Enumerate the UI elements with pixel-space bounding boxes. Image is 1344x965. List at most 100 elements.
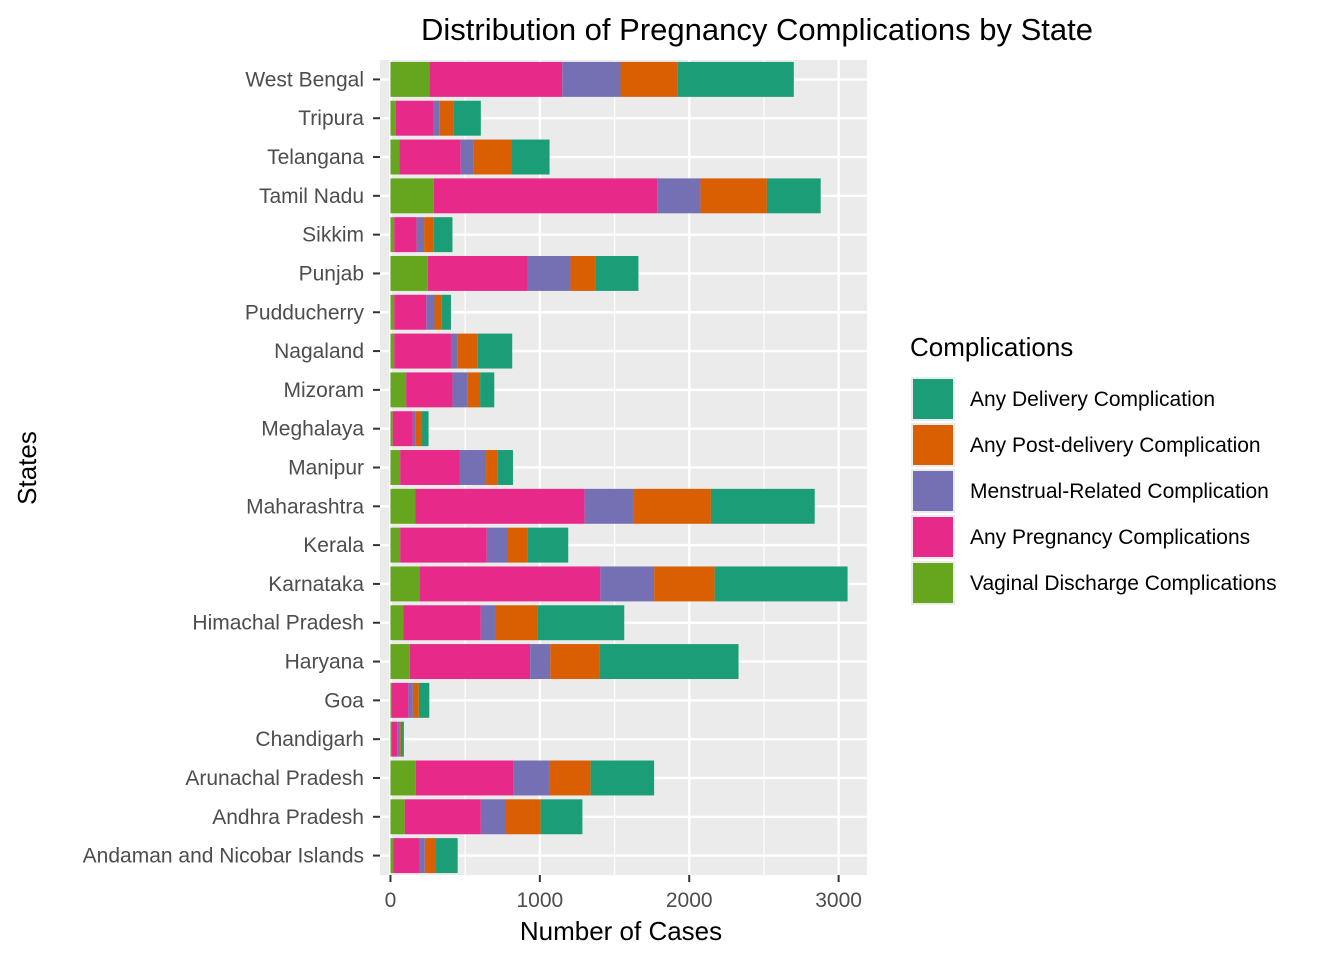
bar-segment [415,411,422,447]
bar-segment [511,139,550,175]
bar-segment [390,139,400,175]
legend-label: Menstrual-Related Complication [970,480,1269,503]
y-tick-label: Telangana [267,146,364,169]
bar-segment [419,566,601,602]
bar-segment [404,799,481,835]
bar-segment [390,450,401,485]
bar-segment [480,372,495,408]
bar-segment [657,178,701,214]
bar-segment [421,411,429,447]
bar-segment [393,838,420,874]
bar-segment [397,721,400,757]
bar-segment [513,760,550,796]
legend-swatch [913,517,953,557]
bar-segment [677,61,794,97]
bar-segment [550,644,600,680]
y-tick-label: Himachal Pradesh [192,612,364,635]
bar-segment [497,450,513,485]
legend-swatch [913,471,953,511]
y-tick-label: Arunachal Pradesh [185,767,364,790]
bar-segment [600,566,655,602]
bar-segment [452,372,468,408]
y-tick-label: Maharashtra [246,495,364,518]
bar-segment [399,139,461,175]
bar-segment [406,372,453,408]
legend-title: Complications [910,332,1073,362]
legend-label: Vaginal Discharge Complications [970,572,1277,595]
bar-segment [620,61,678,97]
bar-segment [427,255,528,291]
bar-segment [590,760,655,796]
bar-segment [700,178,767,214]
bar-segment [654,566,715,602]
bar-segment [584,488,634,524]
bar-segment [391,682,409,718]
bar-segment [390,566,420,602]
y-tick-label: Tripura [298,107,364,130]
bar-segment [390,488,416,524]
bar-segment [390,838,394,874]
bar-segment [633,488,711,524]
legend-label: Any Post-delivery Complication [970,434,1261,457]
bar-segment [408,682,413,718]
bar-segment [390,799,405,835]
y-tick-label: Mizoram [283,379,364,402]
bar-segment [416,217,425,253]
bar-segment [409,644,531,680]
bar-segment [549,760,591,796]
bar-segment [433,178,658,214]
bar-segment [486,450,498,485]
bar-segment [495,605,538,641]
bar-segment [412,682,419,718]
bar-segment [457,333,478,369]
y-axis-label: States [12,431,42,505]
bar-segment [436,838,458,874]
x-axis: 0 1000 2000 3000 [385,875,862,912]
bar-segment [429,61,563,97]
x-tick-label: 2000 [666,889,713,912]
bar-segment [540,799,583,835]
bar-segment [390,721,392,757]
bar-segment [390,372,407,408]
bar-segment [424,217,434,253]
y-tick-label: Kerala [303,534,364,557]
bar-segment [562,61,621,97]
bar-segment [595,255,639,291]
legend-swatch [913,425,953,465]
bar-segment [390,605,404,641]
bar-segment [400,721,404,757]
bar-segment [426,294,435,330]
bar-segment [477,333,513,369]
legend-label: Any Pregnancy Complications [970,526,1250,549]
bar-segment [403,605,481,641]
y-tick-label: Sikkim [302,224,364,247]
bar-segment [467,372,481,408]
y-tick-label: Nagaland [274,340,364,363]
bar-segment [530,644,551,680]
bar-segment [714,566,848,602]
legend-swatch [913,379,953,419]
bar-segment [418,682,430,718]
bar-segment [441,294,451,330]
y-tick-label: Meghalaya [261,418,364,441]
bar-segment [394,333,451,369]
bar-segment [391,721,398,757]
bar-segment [527,527,569,563]
bar-segment [390,255,428,291]
bar-segment [394,294,427,330]
bar-segment [459,450,487,485]
bar-segment [439,100,454,136]
x-tick-label: 0 [385,889,397,912]
y-tick-label: Chandigarh [255,728,364,751]
legend-swatch [913,563,953,603]
bar-segment [506,527,528,563]
bar-segment [599,644,739,680]
y-tick-label: Andhra Pradesh [212,806,364,829]
y-tick-label: Pudducherry [245,301,365,324]
bar-segment [433,217,453,253]
bar-segment [527,255,571,291]
bar-segment [390,644,410,680]
bar-segment [390,411,393,447]
bar-segment [486,527,507,563]
